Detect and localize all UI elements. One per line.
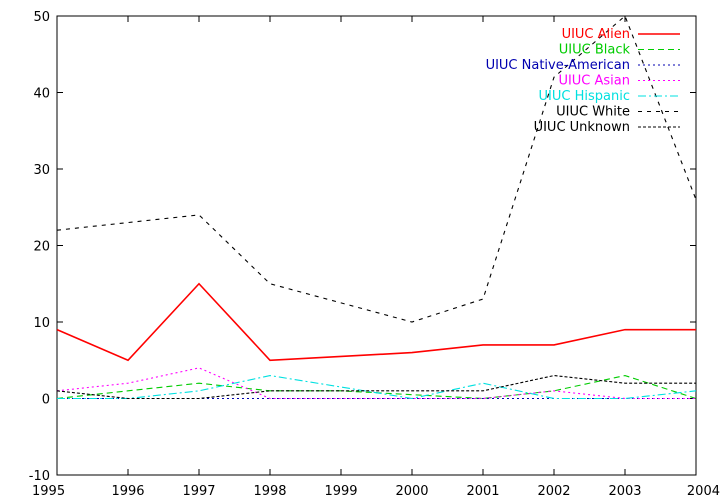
y-tick-label: 10 (33, 316, 50, 331)
x-tick-label: 2000 (395, 484, 428, 499)
x-tick-label: 2001 (466, 484, 499, 499)
y-tick-label: 50 (33, 10, 50, 25)
y-tick-label: 30 (33, 163, 50, 178)
legend-label: UIUC White (556, 105, 630, 120)
x-tick-label: 2004 (687, 484, 720, 499)
x-tick-label: 2002 (537, 484, 570, 499)
legend-label: UIUC Alien (562, 27, 630, 42)
legend-label: UIUC Native-American (486, 58, 630, 73)
series-line-uiuc-black (56, 374, 697, 400)
series-line-uiuc-asian (56, 367, 696, 400)
series-line-uiuc-hispanic (57, 374, 697, 400)
y-tick-label: 40 (33, 87, 50, 102)
series-line-uiuc-alien (56, 282, 696, 362)
legend-label: UIUC Black (559, 43, 631, 58)
x-tick-label: 1998 (253, 484, 286, 499)
x-tick-label: 1997 (182, 484, 215, 499)
x-tick-label: 1995 (32, 484, 65, 499)
x-tick-label: 1996 (111, 484, 144, 499)
x-tick-label: 1999 (324, 484, 357, 499)
y-tick-label: 0 (42, 393, 50, 408)
y-tick-label: -10 (29, 469, 50, 484)
x-tick-label: 2003 (608, 484, 641, 499)
legend-label: UIUC Hispanic (539, 89, 630, 104)
y-tick-label: 20 (33, 240, 50, 255)
series-line-uiuc-white (56, 15, 697, 323)
series-line-uiuc-unknown (56, 374, 696, 400)
legend-label: UIUC Asian (558, 74, 630, 89)
legend-label: UIUC Unknown (534, 120, 630, 135)
